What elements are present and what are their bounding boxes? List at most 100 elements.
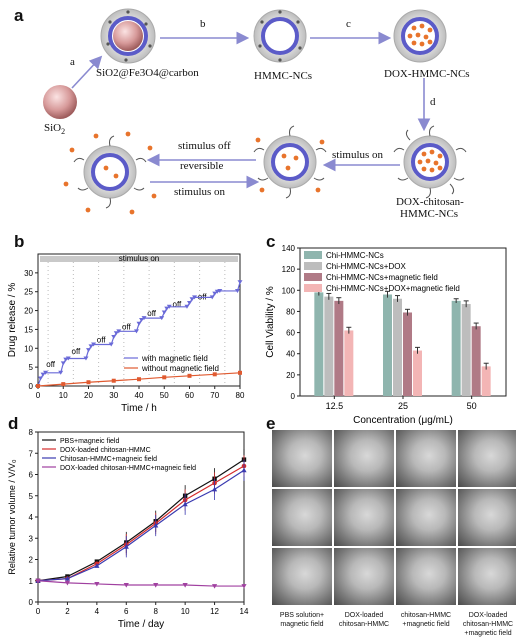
x-axis-label: Time / day xyxy=(118,619,164,630)
dox-chitosan-label-line2: HMMC-NCs xyxy=(400,208,459,220)
data-point xyxy=(217,288,223,293)
data-point xyxy=(212,372,217,377)
data-point xyxy=(153,522,159,528)
photo-column-label: DOX-loaded chitosan-HMMC +magnetic field xyxy=(462,612,514,637)
data-point xyxy=(187,373,192,378)
bar xyxy=(383,294,392,396)
off-annotation: off xyxy=(72,347,82,356)
data-point xyxy=(139,318,145,322)
data-point xyxy=(153,583,159,588)
data-point xyxy=(60,361,66,366)
data-point xyxy=(182,583,188,588)
y-tick-label: 20 xyxy=(286,371,295,380)
x-tick-label: 50 xyxy=(160,391,169,400)
arrow-d-label: d xyxy=(430,96,436,108)
dox-chitosan-hmmc-particle xyxy=(393,125,467,199)
data-point xyxy=(182,501,188,507)
x-tick-label: 40 xyxy=(135,391,144,400)
tumor-photo xyxy=(272,430,332,487)
x-tick-label: 4 xyxy=(95,607,100,616)
y-tick-label: 25 xyxy=(24,288,33,297)
hmmc-label: HMMC-NCs xyxy=(254,70,313,82)
bar xyxy=(451,300,461,396)
data-point xyxy=(123,583,129,588)
legend-label: with magnetic field xyxy=(141,354,208,363)
data-point xyxy=(63,357,69,362)
stimulus-off-label: stimulus off xyxy=(178,140,231,152)
off-annotation: off xyxy=(173,300,183,309)
tumor-photo xyxy=(458,489,516,546)
off-annotation: off xyxy=(97,336,107,345)
tumor-photo xyxy=(458,548,516,605)
data-point xyxy=(189,297,195,302)
stimulus-on-left-label: stimulus on xyxy=(174,186,226,198)
data-point xyxy=(162,375,167,380)
data-point xyxy=(61,382,66,387)
data-point xyxy=(133,329,139,334)
data-point xyxy=(209,295,215,300)
panel-a-schematic xyxy=(43,8,467,215)
data-point xyxy=(111,378,116,383)
y-tick-label: 5 xyxy=(29,492,34,501)
released-particle-left xyxy=(63,131,157,215)
x-tick-label: 25 xyxy=(398,401,408,411)
x-axis-label: Time / h xyxy=(121,403,157,414)
tumor-photo xyxy=(334,430,394,487)
data-point xyxy=(164,306,170,311)
x-tick-label: 30 xyxy=(109,391,118,400)
data-point xyxy=(116,329,122,334)
bar xyxy=(334,300,344,396)
data-point xyxy=(234,288,240,293)
tumor-photo xyxy=(396,548,456,605)
y-tick-label: 5 xyxy=(29,363,34,372)
data-point xyxy=(237,280,243,285)
bar xyxy=(344,330,354,396)
y-tick-label: 6 xyxy=(29,471,34,480)
series-line xyxy=(37,469,245,582)
data-point xyxy=(40,372,46,377)
data-point xyxy=(212,291,218,296)
y-tick-label: 0 xyxy=(29,598,34,607)
off-annotation: off xyxy=(147,309,157,318)
hmmc-particle xyxy=(253,9,307,63)
legend-label: Chitosan-HMMC+magneic field xyxy=(60,456,157,463)
y-tick-label: 60 xyxy=(286,329,295,338)
tumor-photo xyxy=(334,548,394,605)
data-point xyxy=(141,316,147,321)
x-tick-label: 10 xyxy=(181,607,190,616)
data-point xyxy=(123,544,129,549)
sio2-label: SiO2 xyxy=(44,122,66,137)
arrow-a-label: a xyxy=(70,56,75,68)
data-point xyxy=(159,316,165,321)
arrow-b-label: b xyxy=(200,18,206,30)
legend-label: Chi-HMMC-NCs xyxy=(326,251,384,260)
tumor-photo xyxy=(272,548,332,605)
x-tick-label: 12.5 xyxy=(326,401,344,411)
y-tick-label: 30 xyxy=(24,269,33,278)
stimulus-particle-center xyxy=(253,125,327,199)
data-point xyxy=(238,370,242,375)
y-tick-label: 120 xyxy=(282,265,296,274)
data-point xyxy=(94,563,100,568)
chart-c-cell-viability: 0 20 40 60 80 100 120 140 12.5 25 50 Concentration … xyxy=(265,244,507,426)
series-line xyxy=(37,459,245,582)
data-point xyxy=(64,580,71,586)
data-point xyxy=(241,467,247,473)
data-point xyxy=(58,370,64,375)
legend-label: Chi-HMMC-NCs+DOX xyxy=(326,262,406,271)
data-point xyxy=(161,310,167,315)
x-tick-label: 6 xyxy=(124,607,129,616)
data-point xyxy=(65,356,71,361)
y-tick-label: 0 xyxy=(29,382,34,391)
reversible-label: reversible xyxy=(180,160,224,172)
chart-b-drug-release: stimulus on 0 10 20 30 40 50 60 70 80 0 5 10 15 20 25 30… xyxy=(7,253,245,414)
data-point xyxy=(111,334,117,339)
bar xyxy=(471,326,481,396)
legend-label: Chi-HMMC-NCs+DOX+magnetic field xyxy=(326,284,460,293)
x-tick-label: 2 xyxy=(65,607,70,616)
data-point xyxy=(136,321,142,326)
data-point xyxy=(137,377,141,382)
panel-c-letter: c xyxy=(266,232,276,251)
sio2-fe3o4-carbon-label: SiO2@Fe3O4@carbon xyxy=(96,67,199,79)
